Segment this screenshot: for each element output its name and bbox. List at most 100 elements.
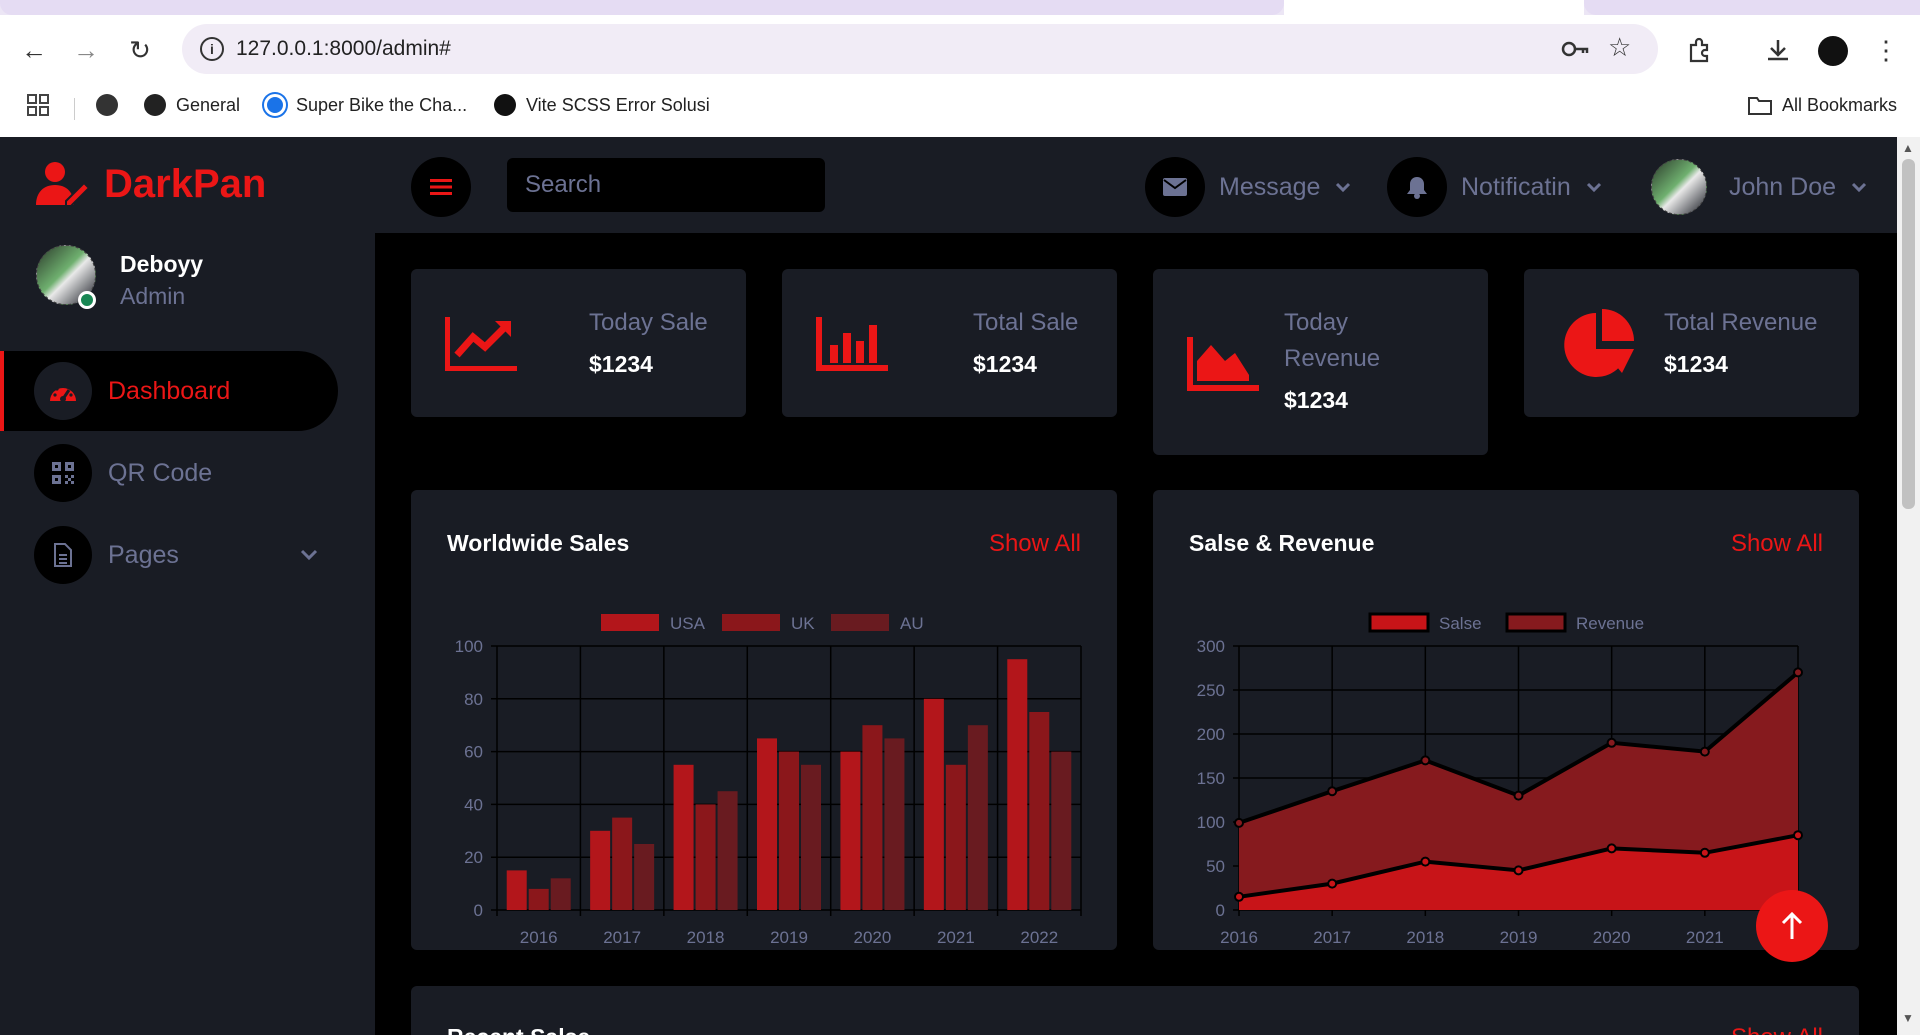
address-bar[interactable]: i 127.0.0.1:8000/admin# ☆ [182,24,1658,74]
all-bookmarks-label: All Bookmarks [1782,94,1898,115]
inactive-tab[interactable] [1584,0,1920,15]
x-tick-label: 2021 [1686,928,1724,947]
x-tick-label: 2018 [1406,928,1444,947]
message-dropdown[interactable]: Message [1145,157,1352,217]
point-salse-2020 [1606,843,1617,854]
panel-title: Recent Salse [447,1024,590,1035]
page-scrollbar[interactable]: ▲ ▼ [1897,137,1920,1035]
active-tab[interactable] [0,0,1284,15]
x-tick-label: 2019 [770,928,808,947]
stat-value: $1234 [589,351,653,377]
site-icon [264,94,286,116]
avatar [36,245,96,305]
qrcode-icon [34,444,92,502]
user-edit-icon [36,161,91,207]
scroll-down-arrow[interactable]: ▼ [1902,1011,1914,1025]
show-all-link[interactable]: Show All [988,530,1081,557]
show-all-link[interactable]: Show All [1731,1024,1823,1035]
bar-au-2022 [1051,751,1072,910]
x-tick-label: 2017 [1313,928,1351,947]
search-input[interactable] [507,158,825,212]
topbar: Message Notificatin John Doe [375,137,1920,233]
point-salse-2016 [1234,891,1244,902]
envelope-icon [1145,157,1205,217]
notification-dropdown[interactable]: Notificatin [1387,157,1603,217]
sidebar-item-qr-code[interactable]: QR Code [0,433,338,513]
scrollbar-thumb[interactable] [1902,159,1915,509]
tab-strip [0,0,1920,15]
y-tick-label: 60 [464,743,483,762]
bookmarks-bar: General Super Bike the Cha... Vite SCSS … [0,88,1920,122]
profile-dropdown[interactable]: John Doe [1651,157,1868,217]
back-arrow-icon[interactable]: ← [21,34,47,65]
x-tick-label: 2020 [1593,928,1631,947]
bar-usa-2019 [757,738,777,910]
y-tick-label: 100 [455,637,483,656]
legend-label: Salse [1439,614,1482,633]
x-tick-label: 2016 [1220,928,1258,947]
openai-icon [494,94,516,116]
worldwide-sales-panel: 0 20 40 60 80 100 2016 2017 2018 2019 2020 2021 2022… [411,490,1117,950]
bar-uk-2016 [528,888,549,910]
bar-usa-2020 [840,751,861,910]
sales-revenue-chart: 0 50 100 150 200 250 300 2016 2017 2018 2019 2020 20… [1197,612,1817,947]
bookmark-super-bike[interactable]: Super Bike the Cha... [264,92,467,118]
darkpan-app: DarkPan Deboyy Admin Dashboard QR Code P… [0,137,1920,1035]
y-tick-label: 250 [1197,681,1225,700]
sidebar-item-pages[interactable]: Pages [0,515,338,595]
apps-grid-icon[interactable] [26,92,50,118]
bar-uk-2017 [612,817,633,910]
bar-au-2021 [967,725,988,910]
sidebar-toggle-button[interactable] [411,157,471,217]
site-info-icon[interactable]: i [200,37,224,61]
download-icon[interactable] [1758,30,1798,70]
all-bookmarks[interactable]: All Bookmarks [1748,92,1897,118]
bookmark-label: Super Bike the Cha... [296,94,468,115]
show-all-link[interactable]: Show All [1730,530,1823,557]
point-salse-2021 [1699,847,1710,858]
point-revenue-2017 [1327,786,1338,797]
chevron-down-icon [1851,182,1867,193]
stat-label: Today Revenue [1284,309,1381,372]
bookmark-star-icon[interactable]: ☆ [1608,32,1632,62]
sidebar-item-dashboard[interactable]: Dashboard [0,351,338,431]
password-key-icon[interactable] [1560,34,1590,71]
extensions-icon[interactable] [1680,30,1720,70]
x-tick-label: 2019 [1500,928,1538,947]
bar-usa-2018 [673,764,694,910]
recent-sales-panel: Recent Salse Show All [411,986,1859,1035]
message-label: Message [1219,172,1321,201]
bar-au-2017 [634,844,655,910]
bookmark-vite-scss[interactable]: Vite SCSS Error Solusi [494,92,710,118]
bar-usa-2016 [506,870,527,910]
bookmark-label: General [176,94,241,115]
browser-menu-icon[interactable]: ⋮ [1873,34,1899,65]
brand-logo[interactable]: DarkPan [36,159,266,209]
bookmarks-separator [74,98,75,120]
stat-label: Total Revenue [1664,309,1818,336]
panel-title: Salse & Revenue [1189,530,1375,556]
x-tick-label: 2016 [520,928,558,947]
browser-profile-avatar[interactable] [1818,36,1848,66]
back-to-top-button[interactable] [1756,890,1828,962]
y-tick-label: 20 [464,848,483,867]
address-url[interactable]: 127.0.0.1:8000/admin# [236,37,451,60]
sidebar: DarkPan Deboyy Admin Dashboard QR Code P… [0,137,375,1035]
legend-swatch [1368,612,1430,633]
x-tick-label: 2022 [1020,928,1058,947]
bar-uk-2018 [695,804,716,910]
folder-icon [1748,97,1772,115]
avatar [1651,159,1707,215]
bookmark-general[interactable]: General [144,92,240,118]
bar-au-2018 [717,791,738,910]
reload-icon[interactable]: ↻ [129,34,151,65]
scroll-up-arrow[interactable]: ▲ [1902,141,1914,155]
forward-arrow-icon[interactable]: → [73,34,99,65]
x-tick-label: 2017 [603,928,641,947]
panel-title: Worldwide Sales [447,530,630,556]
legend-label: Revenue [1576,614,1644,633]
globe-icon[interactable] [96,92,118,118]
bar-uk-2022 [1029,712,1050,910]
y-tick-label: 300 [1197,637,1225,656]
y-tick-label: 0 [474,901,483,920]
